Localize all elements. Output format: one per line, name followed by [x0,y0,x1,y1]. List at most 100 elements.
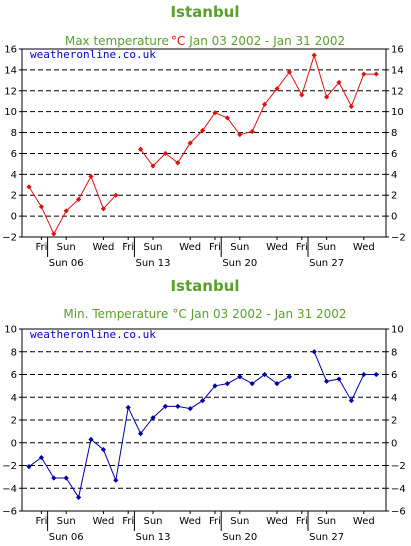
chart2-ytick-label-right: −2 [391,461,406,472]
chart1-data-point [38,204,44,210]
chart2-data-point [249,381,255,387]
chart2-data-point [26,464,32,470]
chart1-xtick-week-label: Sun 20 [222,258,257,269]
chart2-ytick-label-right: 2 [391,416,397,427]
chart1-xtick-day-label: Wed [353,242,375,253]
chart2-plot-frame [21,328,387,512]
chart2-ytick-label-right: 4 [391,393,397,404]
chart1-data-point [187,140,193,146]
chart2-xtick-day-label: Fri [209,516,221,527]
chart2-subtitle-prefix: Min. Temperature [63,307,168,321]
chart2-ytick-label-left: −4 [2,484,17,495]
chart2-ytick-label-right: 8 [391,347,397,358]
chart2-subtitle-dates: Jan 03 2002 - Jan 31 2002 [190,307,347,321]
chart1-data-point [299,92,305,98]
chart1-xtick-week-label: Sun 13 [136,258,171,269]
chart1-series-line [28,175,117,236]
chart2-ytick-label-left: 10 [4,325,17,336]
chart2-data-point [88,436,94,442]
chart2-ytick-label-right: 6 [391,370,397,381]
chart2-series-line [313,351,377,402]
chart1-data-point [224,115,230,121]
chart2-subtitle: Min. Temperature °C Jan 03 2002 - Jan 31 2… [63,307,346,321]
chart1-data-point [373,71,379,77]
chart1-data-point [51,231,57,237]
chart2-brand-watermark: weatheronline.co.uk [30,328,156,341]
chart1-ytick-label-right: 2 [391,191,397,202]
chart1-ytick-label-left: 14 [4,65,17,76]
chart2-xtick-day-label: Wed [179,516,201,527]
chart1-xtick-week-label: Sun 06 [49,258,84,269]
chart2-data-point [125,404,131,411]
chart2-data-point [224,381,230,387]
chart1-xtick-day-label: Sun [143,242,162,253]
chart2-data-point [324,378,330,384]
chart2-xtick-day-label: Sun [57,516,76,527]
chart1-ytick-label-right: −2 [391,233,406,244]
chart1-data-point [200,127,206,134]
chart1-data-point [274,86,280,92]
chart2-xtick-week-label: Sun 13 [136,532,171,543]
chart1-data-point [212,110,218,116]
chart1-xtick-day-label: Wed [179,242,201,253]
chart2-data-point [150,415,156,421]
chart1-ytick-label-left: −2 [2,233,17,244]
chart1-ytick-label-left: 4 [11,170,17,181]
chart2-ytick-label-left: −2 [2,461,17,472]
chart1-city-title: Istanbul [170,3,239,21]
chart1-xtick-day-label: Fri [122,242,134,253]
chart2-xtick-week-label: Sun 27 [309,532,344,543]
chart2-data-point [274,381,280,387]
chart1-xtick-day-label: Wed [266,242,288,253]
chart1-data-point [88,173,94,180]
chart1-subtitle-dates: Jan 03 2002 - Jan 31 2002 [188,34,345,48]
chart1-ytick-label-left: 2 [11,191,17,202]
chart1-data-point [361,71,367,77]
chart1-data-point [324,94,330,100]
chart2-xtick-day-label: Sun [317,516,336,527]
chart1-data-point [100,206,106,212]
chart1-data-point [26,184,32,190]
chart2-data-point [262,371,268,378]
chart1-data-point [138,146,144,152]
chart2-ytick-label-right: 10 [391,325,404,336]
chart1-data-point [175,160,181,166]
chart1-xtick-day-label: Sun [230,242,249,253]
chart2-xtick-day-label: Wed [266,516,288,527]
chart1-ytick-label-right: 0 [391,212,397,223]
chart2-ytick-label-left: 0 [11,438,17,449]
chart2-ytick-label-right: −4 [391,484,406,495]
chart1-ytick-label-left: 16 [4,45,17,56]
chart2-ytick-label-left: 4 [11,393,17,404]
chart2-data-point [175,403,181,409]
chart2-data-point [76,494,82,500]
chart2-data-point [237,374,243,380]
chart1-data-point [162,150,168,157]
chart1-data-point [336,79,342,86]
chart2-xtick-week-label: Sun 06 [49,532,84,543]
chart1-ytick-label-left: 12 [4,86,17,97]
chart2-xtick-week-label: Sun 20 [222,532,257,543]
chart2-ytick-label-right: −6 [391,507,406,518]
chart2-data-point [373,371,379,378]
chart1-xtick-day-label: Wed [92,242,114,253]
chart2-series-line [28,373,290,499]
chart1-data-point [311,52,317,58]
chart1-ytick-label-right: 10 [391,107,404,118]
chart1-ytick-label-right: 6 [391,149,397,160]
chart2-data-point [138,431,144,437]
chart1-ytick-label-left: 10 [4,107,17,118]
chart1-subtitle-unit: °C [171,34,185,48]
chart2-xtick-day-label: Fri [122,516,134,527]
chart2-data-point [311,349,317,355]
chart2-xtick-day-label: Fri [296,516,308,527]
chart2-data-point [336,376,342,382]
chart2-ytick-label-left: 8 [11,347,17,358]
chart2-data-point [38,454,44,461]
chart1-xtick-week-label: Sun 27 [309,258,344,269]
chart2-data-point [100,446,106,453]
chart2-ytick-label-right: 0 [391,438,397,449]
chart1-data-point [286,69,292,75]
chart2-data-point [200,398,206,404]
chart1-ytick-label-left: 6 [11,149,17,160]
